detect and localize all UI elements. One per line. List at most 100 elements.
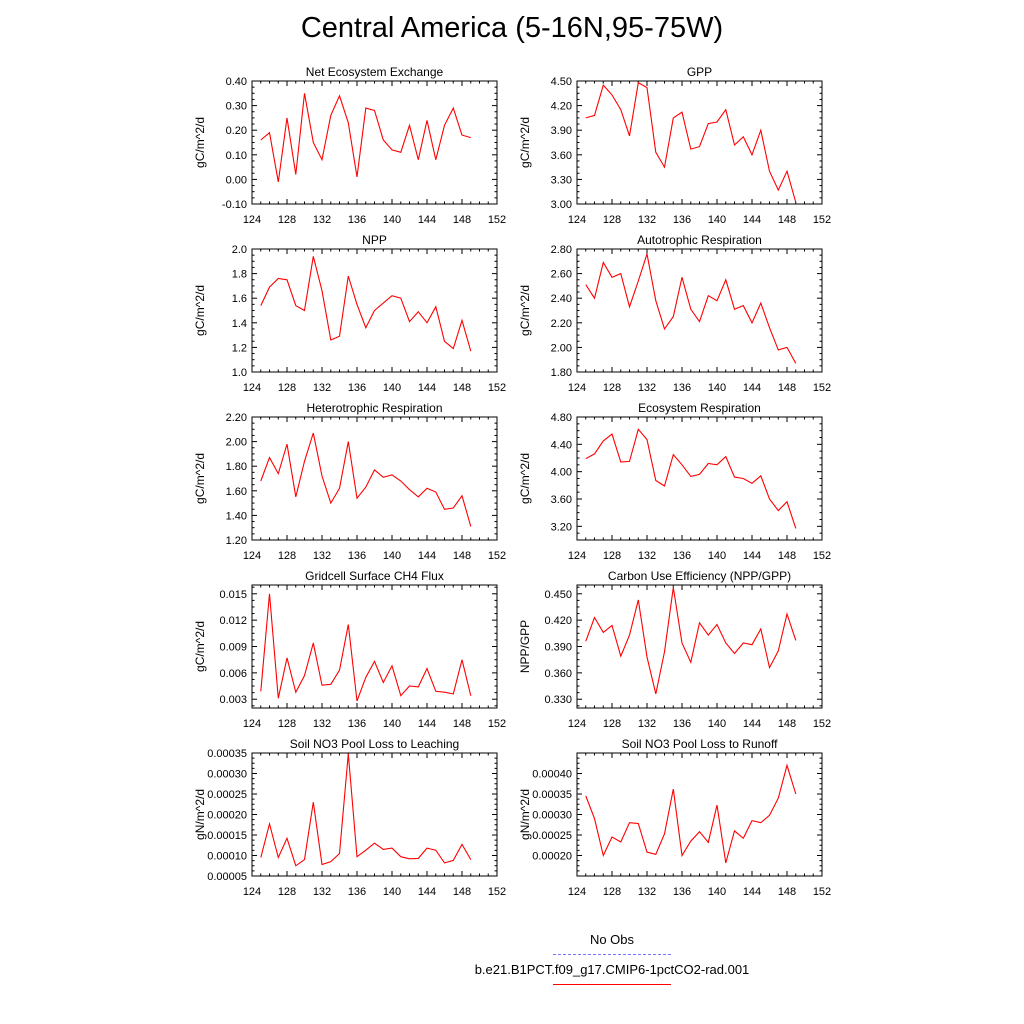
x-tick-label: 148: [778, 550, 796, 562]
x-tick-label: 144: [743, 550, 761, 562]
panel-title: Autotrophic Respiration: [637, 233, 762, 247]
data-point: [418, 858, 419, 859]
data-point: [743, 642, 744, 643]
y-tick-label: 4.50: [551, 76, 572, 88]
data-point: [313, 142, 314, 143]
data-point: [356, 700, 357, 701]
series-line: [260, 256, 472, 352]
data-point: [629, 461, 630, 462]
x-tick-label: 124: [243, 886, 261, 898]
data-point: [461, 135, 462, 136]
y-tick-label: 0.00025: [207, 789, 247, 801]
data-point: [594, 115, 595, 116]
series-line: [585, 428, 797, 529]
data-point: [321, 864, 322, 865]
y-tick-label: 2.00: [226, 437, 247, 449]
x-tick-label: 124: [243, 718, 261, 730]
data-point: [400, 480, 401, 481]
data-point: [278, 473, 279, 474]
x-tick-label: 136: [348, 886, 366, 898]
x-tick-label: 148: [778, 718, 796, 730]
data-point: [681, 642, 682, 643]
x-tick-label: 124: [568, 718, 586, 730]
data-point: [778, 349, 779, 350]
data-point: [339, 670, 340, 671]
y-tick-label: 0.40: [226, 76, 247, 88]
data-point: [286, 657, 287, 658]
data-point: [286, 838, 287, 839]
data-point: [339, 853, 340, 854]
x-tick-label: 140: [708, 382, 726, 394]
y-tick-label: 2.60: [551, 269, 572, 281]
data-point: [426, 322, 427, 323]
data-point: [646, 439, 647, 440]
x-tick-label: 128: [278, 550, 296, 562]
data-point: [646, 852, 647, 853]
x-tick-label: 124: [568, 550, 586, 562]
data-point: [620, 462, 621, 463]
y-tick-label: 0.015: [219, 589, 247, 601]
x-tick-label: 144: [743, 382, 761, 394]
data-point: [716, 624, 717, 625]
data-point: [470, 695, 471, 696]
x-tick-label: 152: [488, 886, 506, 898]
data-point: [699, 474, 700, 475]
data-point: [313, 432, 314, 433]
data-point: [638, 280, 639, 281]
y-axis-label: gC/m^2/d: [193, 285, 207, 336]
y-tick-label: 1.80: [226, 461, 247, 473]
data-point: [708, 295, 709, 296]
y-tick-label: 3.00: [551, 199, 572, 211]
x-tick-label: 136: [348, 718, 366, 730]
data-point: [269, 593, 270, 594]
y-tick-label: 0.012: [219, 615, 247, 627]
data-point: [435, 159, 436, 160]
data-point: [585, 458, 586, 459]
x-tick-label: 148: [453, 886, 471, 898]
data-point: [426, 488, 427, 489]
data-point: [470, 137, 471, 138]
data-point: [603, 262, 604, 263]
data-point: [690, 476, 691, 477]
data-point: [339, 336, 340, 337]
x-tick-label: 128: [603, 550, 621, 562]
data-point: [673, 788, 674, 789]
data-point: [681, 112, 682, 113]
data-point: [400, 298, 401, 299]
data-point: [313, 642, 314, 643]
data-point: [743, 478, 744, 479]
data-point: [725, 642, 726, 643]
y-tick-label: 1.6: [232, 293, 247, 305]
y-tick-label: 0.360: [544, 668, 572, 680]
x-tick-label: 132: [313, 382, 331, 394]
data-point: [321, 685, 322, 686]
data-point: [418, 159, 419, 160]
panel-title: Soil NO3 Pool Loss to Runoff: [622, 737, 779, 751]
data-point: [304, 675, 305, 676]
series-line: [260, 593, 472, 702]
x-tick-label: 136: [673, 214, 691, 226]
data-point: [461, 495, 462, 496]
data-point: [348, 275, 349, 276]
x-tick-label: 148: [778, 886, 796, 898]
data-point: [594, 298, 595, 299]
data-point: [391, 474, 392, 475]
y-axis-label: gC/m^2/d: [518, 453, 532, 504]
data-point: [356, 176, 357, 177]
chart-panel-4: Autotrophic Respiration gC/m^2/d 124 128 132…: [518, 233, 831, 394]
data-point: [603, 440, 604, 441]
data-point: [418, 686, 419, 687]
data-point: [304, 859, 305, 860]
data-point: [313, 256, 314, 257]
data-point: [664, 651, 665, 652]
data-point: [655, 152, 656, 153]
x-tick-label: 140: [383, 214, 401, 226]
data-point: [716, 804, 717, 805]
x-tick-label: 140: [383, 718, 401, 730]
panel-title: Ecosystem Respiration: [638, 401, 761, 415]
data-point: [348, 122, 349, 123]
data-point: [786, 347, 787, 348]
data-point: [260, 480, 261, 481]
y-tick-label: 2.80: [551, 244, 572, 256]
data-point: [321, 475, 322, 476]
